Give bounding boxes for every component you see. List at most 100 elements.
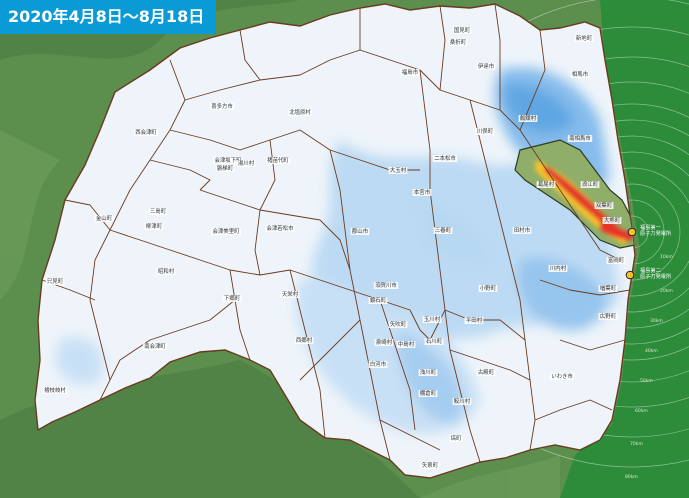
svg-text:80km: 80km	[625, 474, 638, 480]
municipality-label[interactable]: 棚倉町	[420, 389, 437, 397]
label-background	[373, 282, 399, 289]
label-background	[476, 369, 496, 376]
municipality-label[interactable]: 双葉町	[596, 201, 613, 209]
municipality-label[interactable]: 桑折町	[450, 38, 467, 46]
label-background	[580, 181, 600, 188]
municipality-label[interactable]: 古殿町	[478, 368, 495, 376]
label-background	[452, 398, 472, 405]
municipality-label[interactable]: 川内村	[550, 264, 567, 272]
municipality-label[interactable]: 下郷町	[224, 294, 241, 302]
label-background	[567, 135, 593, 142]
municipality-label[interactable]: 本宮市	[414, 188, 431, 196]
municipality-label[interactable]: 国見町	[454, 27, 471, 34]
municipality-label[interactable]: 川俣町	[477, 127, 494, 135]
municipality-label[interactable]: 鮫川村	[454, 397, 471, 405]
label-background	[418, 369, 438, 376]
municipality-label[interactable]: 金山町	[96, 214, 113, 222]
municipality-label[interactable]: 浪江町	[582, 180, 599, 188]
municipality-label[interactable]: 白河市	[370, 360, 387, 368]
label-background	[475, 128, 495, 135]
municipality-label[interactable]: 西会津町	[135, 128, 157, 136]
municipality-label[interactable]: 鏡石町	[370, 296, 387, 304]
label-background	[400, 69, 420, 76]
label-background	[133, 129, 159, 136]
label-background	[518, 115, 538, 122]
municipality-label[interactable]: 郡山市	[352, 227, 369, 235]
municipality-label[interactable]: 湯川村	[238, 159, 255, 167]
municipality-label[interactable]: 福島市	[402, 68, 419, 76]
municipality-label[interactable]: 三島町	[150, 207, 167, 215]
municipality-label[interactable]: 葛尾村	[538, 180, 555, 188]
label-background	[265, 157, 291, 164]
municipality-label[interactable]: 小野町	[480, 284, 497, 292]
municipality-label[interactable]: 昭和村	[158, 267, 175, 275]
label-background	[570, 71, 590, 78]
municipality-label[interactable]: 石川町	[426, 338, 443, 345]
municipality-label[interactable]: 伊達市	[478, 62, 495, 70]
municipality-label[interactable]: 二本松市	[434, 154, 456, 162]
municipality-label[interactable]: いわき市	[551, 372, 573, 380]
municipality-label[interactable]: 富岡町	[608, 256, 625, 264]
municipality-label[interactable]: 中島村	[398, 340, 415, 348]
label-background	[144, 223, 164, 230]
label-background	[148, 208, 168, 215]
label-background	[294, 337, 314, 344]
municipality-label[interactable]: 檜枝岐村	[44, 386, 66, 394]
municipality-label[interactable]: 塙町	[451, 434, 462, 442]
municipality-label[interactable]: 只見町	[47, 278, 64, 285]
plant-marker-icon[interactable]	[625, 270, 635, 280]
municipality-label[interactable]: 新地町	[576, 34, 593, 42]
municipality-label[interactable]: 泉崎村	[376, 338, 393, 346]
plant-marker-icon[interactable]	[627, 227, 637, 237]
municipality-label[interactable]: 玉川村	[424, 315, 441, 323]
nuclear-plants: 福島第一 原子力発電所 福島第二 原子力発電所	[625, 223, 671, 280]
municipality-label[interactable]: 大玉村	[390, 166, 407, 174]
municipality-label[interactable]: 柳津町	[146, 222, 163, 230]
label-background	[368, 361, 388, 368]
label-background	[548, 265, 568, 272]
ring-labels: 10km 20km 30km 40km 50km 60km 70km 80km	[625, 254, 673, 480]
municipality-label[interactable]: 猪苗代町	[267, 156, 289, 164]
municipality-label[interactable]: 田村市	[514, 226, 531, 234]
municipality-label[interactable]: 須賀川市	[375, 281, 397, 289]
label-background	[536, 181, 556, 188]
municipality-label[interactable]: 会津坂下町	[215, 156, 243, 164]
label-background	[388, 167, 408, 174]
label-background	[602, 217, 622, 224]
municipality-label[interactable]: 西郷村	[296, 336, 313, 344]
municipality-label[interactable]: 楢葉町	[600, 284, 617, 292]
label-background	[396, 341, 416, 348]
municipality-label[interactable]: 天栄村	[282, 290, 299, 298]
municipality-label[interactable]: 大熊町	[604, 216, 621, 224]
municipality-label[interactable]: 会津若松市	[267, 224, 295, 232]
municipality-label[interactable]: 広野町	[600, 312, 617, 320]
label-background	[449, 435, 463, 442]
municipality-label[interactable]: 三春町	[435, 226, 452, 234]
plant-1-type: 原子力発電所	[640, 229, 671, 237]
svg-text:10km: 10km	[660, 254, 673, 260]
plant-1-name: 福島第一	[640, 223, 661, 231]
municipality-label[interactable]: 飯舘村	[520, 114, 537, 122]
municipality-label[interactable]: 浅川町	[420, 368, 437, 376]
label-background	[215, 165, 235, 172]
municipality-label[interactable]: 平田村	[466, 316, 483, 324]
label-background	[368, 297, 388, 304]
sea-area	[560, 0, 689, 498]
municipality-label[interactable]: 南相馬市	[569, 134, 591, 142]
label-background	[432, 155, 458, 162]
municipality-label[interactable]: 南会津町	[144, 342, 166, 350]
municipality-label[interactable]: 会津美里町	[213, 227, 241, 235]
svg-text:60km: 60km	[635, 408, 648, 414]
municipality-label[interactable]: 磐梯町	[217, 164, 234, 172]
municipality-label[interactable]: 相馬市	[572, 70, 589, 78]
municipality-label[interactable]: 矢吹町	[390, 320, 407, 328]
label-background	[213, 157, 243, 164]
svg-text:30km: 30km	[650, 318, 663, 324]
municipality-label[interactable]: 矢祭町	[422, 461, 439, 469]
municipality-label[interactable]: 北塩原村	[289, 108, 311, 116]
label-background	[350, 228, 370, 235]
municipality-label[interactable]: 喜多方市	[211, 102, 233, 110]
